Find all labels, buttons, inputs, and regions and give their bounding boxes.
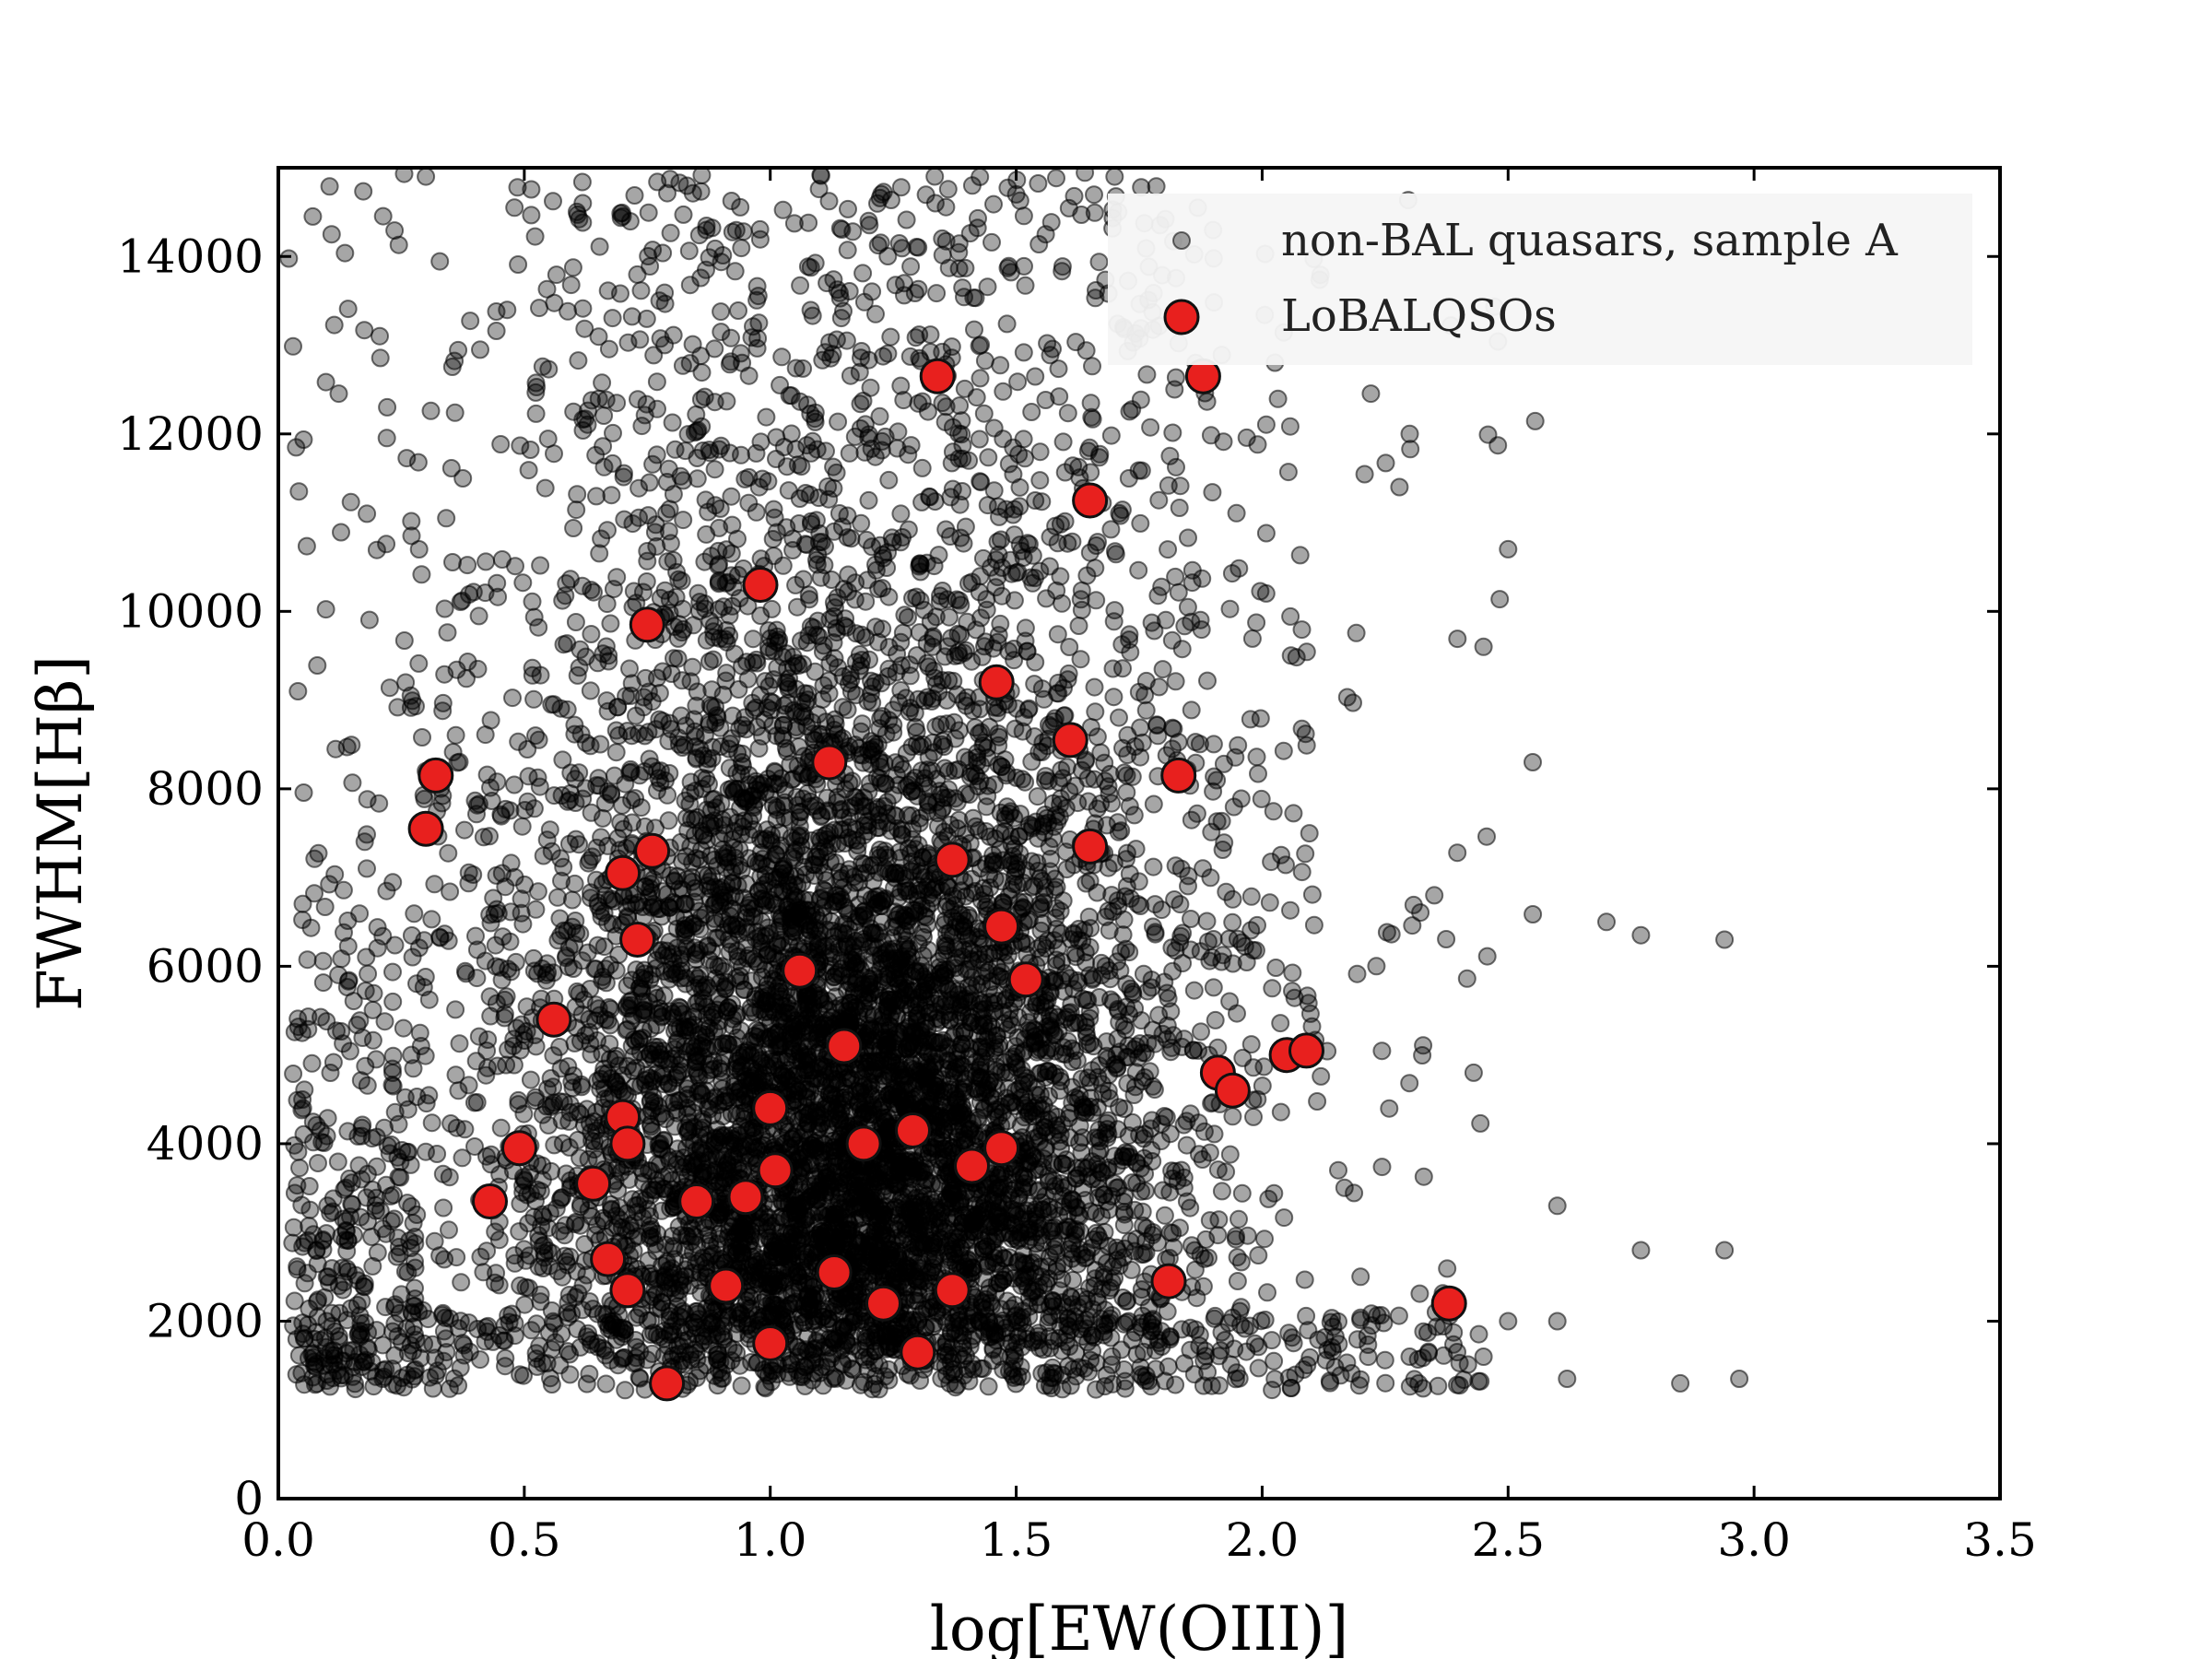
non-bal-point: [430, 1246, 450, 1265]
non-bal-point: [1174, 1178, 1194, 1197]
non-bal-point: [1022, 403, 1041, 421]
non-bal-point: [1045, 1041, 1065, 1061]
non-bal-point: [1230, 1209, 1248, 1229]
non-bal-point: [1209, 1210, 1229, 1230]
non-bal-point: [535, 478, 555, 498]
non-bal-point: [1223, 912, 1242, 932]
plot-background: [278, 168, 2000, 1499]
non-bal-point: [705, 460, 724, 479]
non-bal-point: [540, 820, 559, 840]
non-bal-point: [519, 461, 538, 480]
non-bal-point: [1182, 1236, 1201, 1255]
non-bal-point: [435, 599, 454, 618]
non-bal-point: [1208, 1038, 1228, 1057]
non-bal-point: [543, 1243, 562, 1263]
non-bal-point: [1087, 591, 1106, 610]
non-bal-point: [354, 182, 373, 201]
non-bal-point: [534, 846, 553, 865]
non-bal-point: [440, 1220, 458, 1240]
non-bal-point: [1184, 981, 1204, 1000]
non-bal-point: [1118, 1074, 1137, 1093]
non-bal-point: [1206, 1010, 1225, 1030]
non-bal-point: [1244, 1107, 1263, 1126]
non-bal-point: [1300, 824, 1319, 843]
non-bal-point: [1114, 910, 1134, 929]
non-bal-point: [1028, 787, 1047, 806]
non-bal-point: [497, 1055, 516, 1075]
non-bal-point: [1181, 1104, 1200, 1124]
non-bal-point: [1147, 716, 1167, 735]
non-bal-point: [677, 1155, 696, 1174]
non-bal-point: [394, 1018, 413, 1038]
non-bal-point: [1132, 1280, 1151, 1300]
non-bal-point: [838, 241, 857, 260]
non-bal-point: [539, 1115, 559, 1135]
non-bal-point: [692, 1164, 712, 1183]
non-bal-point: [487, 1264, 506, 1283]
non-bal-point: [341, 492, 360, 512]
non-bal-point: [1238, 1226, 1257, 1245]
non-bal-point: [1110, 708, 1128, 727]
non-bal-point: [560, 1247, 580, 1266]
non-bal-point: [1197, 912, 1217, 931]
non-bal-point: [1192, 1022, 1210, 1041]
non-bal-point: [1164, 1238, 1183, 1257]
non-bal-point: [1079, 907, 1099, 926]
non-bal-point: [1372, 1041, 1392, 1061]
non-bal-point: [1380, 1099, 1399, 1118]
non-bal-point: [1177, 1135, 1196, 1155]
non-bal-point: [1220, 1145, 1240, 1164]
non-bal-point: [895, 606, 914, 625]
non-bal-point: [447, 1248, 466, 1267]
non-bal-point: [1228, 1248, 1247, 1267]
non-bal-point: [1136, 700, 1156, 720]
non-bal-point: [679, 241, 699, 261]
non-bal-point: [1048, 625, 1067, 644]
non-bal-point: [1198, 671, 1217, 690]
non-bal-point: [1129, 560, 1148, 580]
non-bal-point: [974, 404, 994, 423]
non-bal-point: [1260, 893, 1279, 912]
non-bal-point: [585, 1011, 605, 1030]
non-bal-point: [1088, 1292, 1108, 1312]
non-bal-point: [723, 1017, 742, 1035]
non-bal-point: [1271, 1014, 1290, 1033]
non-bal-point: [939, 1136, 959, 1156]
non-bal-point: [600, 1034, 619, 1053]
non-bal-point: [587, 487, 606, 506]
non-bal-point: [434, 1198, 453, 1218]
non-bal-point: [629, 1305, 649, 1324]
non-bal-point: [841, 366, 860, 385]
non-bal-point: [1104, 688, 1124, 707]
non-bal-point: [446, 1000, 465, 1019]
non-bal-point: [441, 882, 460, 901]
non-bal-point: [1037, 589, 1056, 608]
non-bal-point: [422, 910, 441, 929]
non-bal-point: [1155, 1206, 1174, 1225]
non-bal-point: [1068, 1254, 1088, 1274]
non-bal-point: [1249, 1246, 1268, 1265]
non-bal-point: [1217, 1162, 1236, 1182]
non-bal-point: [1284, 804, 1303, 823]
non-bal-point: [1414, 1167, 1433, 1186]
non-bal-point: [891, 504, 911, 524]
non-bal-point: [606, 743, 626, 762]
non-bal-point: [526, 404, 546, 423]
non-bal-point: [1088, 1143, 1107, 1162]
non-bal-point: [1194, 1122, 1214, 1141]
non-bal-point: [789, 1220, 808, 1240]
non-bal-point: [788, 1248, 806, 1267]
